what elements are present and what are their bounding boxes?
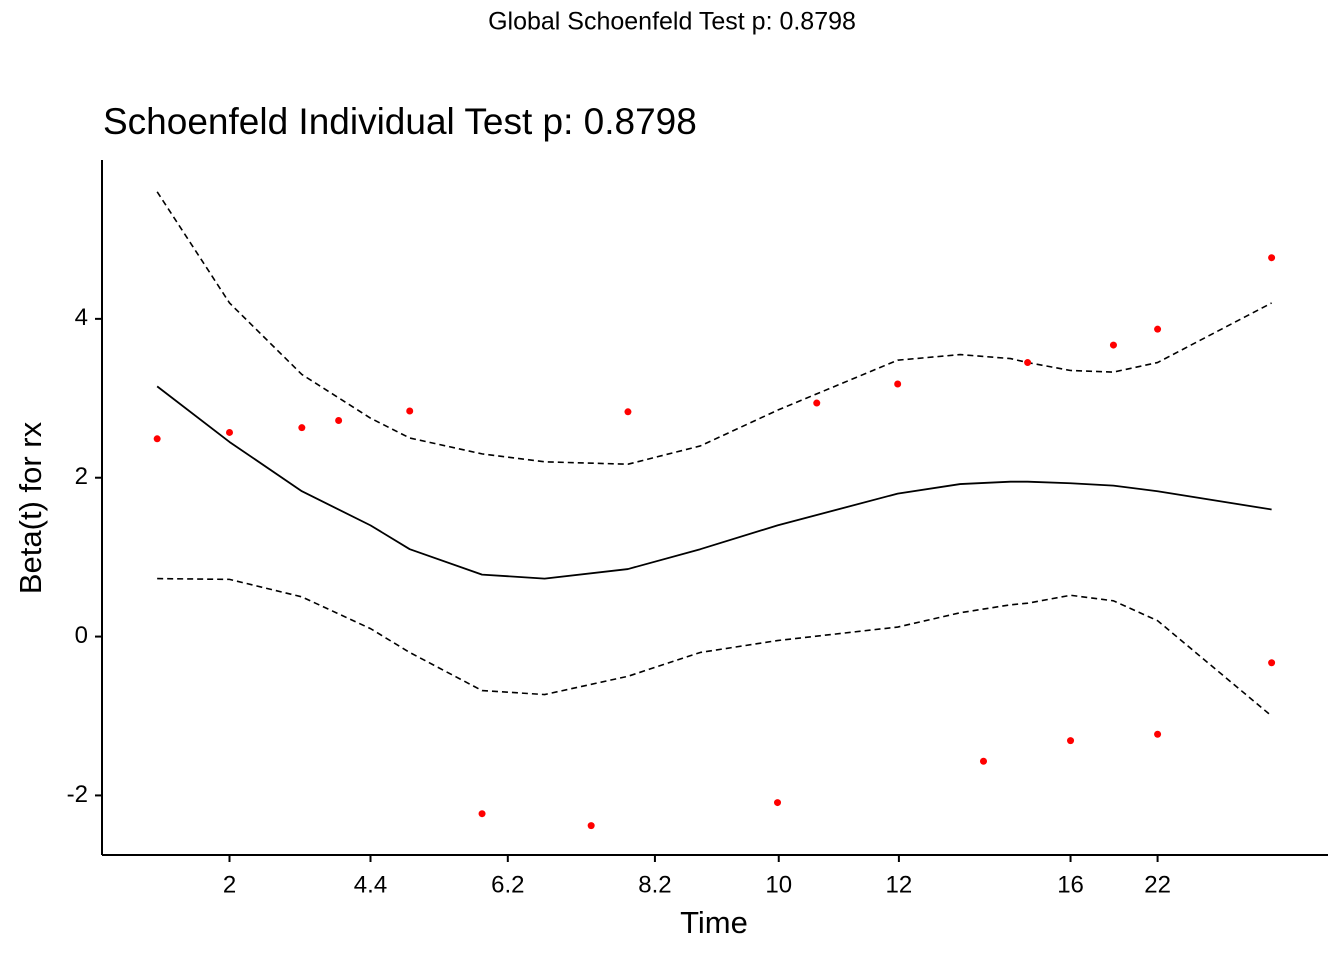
fit-line [156,385,1272,580]
residual-point [153,435,161,443]
x-axis-title: Time [680,905,748,940]
x-tick-label: 8.2 [638,871,671,898]
residual-point [1268,254,1276,262]
residual-point [1154,325,1162,333]
y-axis-title: Beta(t) for rx [13,421,48,594]
suptitle: Global Schoenfeld Test p: 0.8798 [488,8,856,36]
x-tick-label: 4.4 [354,871,387,898]
residual-point [1067,737,1075,745]
residual-point [298,424,306,432]
x-tick-label: 10 [765,871,792,898]
residual-point [1109,341,1117,349]
x-tick-label: 22 [1144,871,1171,898]
x-tick-label: 16 [1057,871,1084,898]
residual-point [813,399,821,407]
residual-point [1154,730,1162,738]
confidence-band [157,577,1273,717]
y-tick-label: -2 [67,781,88,808]
residual-point [335,417,343,425]
y-tick-label: 0 [75,622,88,649]
residual-point [979,757,987,765]
residual-point [587,822,595,830]
residual-point [406,407,414,415]
x-tick-label: 12 [886,871,913,898]
residual-point [1268,659,1276,667]
residual-point [226,428,234,436]
residual-point [894,380,902,388]
confidence-band [156,191,1272,466]
x-tick-label: 2 [223,871,236,898]
residual-point [478,810,486,818]
y-tick-label: 2 [75,463,88,490]
residual-point [624,408,632,416]
residual-point [1024,359,1032,367]
y-tick-label: 4 [75,304,88,331]
residual-point [774,799,782,807]
x-tick-label: 6.2 [491,871,524,898]
chart-title: Schoenfeld Individual Test p: 0.8798 [103,101,697,142]
